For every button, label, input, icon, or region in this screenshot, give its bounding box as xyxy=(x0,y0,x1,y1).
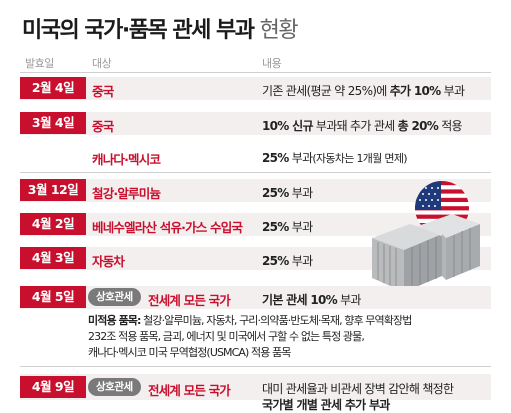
us-flag-containers-illustration xyxy=(372,181,480,292)
exempt-items-note-line: 캐나다·멕시코 미국 무역협정(USMCA) 적용 품목 xyxy=(88,346,291,359)
header-date: 발효일 xyxy=(25,57,54,70)
row-date: 4월 3일 xyxy=(20,247,86,269)
row-content: 10% 신규 부과돼 추가 관세 총 20% 적용 xyxy=(262,119,463,133)
row-date: 4월 9일 xyxy=(20,376,86,398)
row-divider xyxy=(20,366,491,367)
page-title: 미국의 국가·품목 관세 부과 현황 xyxy=(22,18,299,43)
row-target: 중국 xyxy=(92,119,114,134)
header-divider xyxy=(20,72,491,73)
row-date: 4월 2일 xyxy=(20,213,86,235)
row-target: 전세계 모든 국가 xyxy=(148,293,231,308)
row-target: 자동차 xyxy=(92,254,125,269)
row-target: 캐나다·멕시코 xyxy=(92,152,161,167)
row-target: 철강·알루미늄 xyxy=(92,186,161,201)
row-target: 베네수엘라산 석유·가스 수입국 xyxy=(92,220,243,235)
row-date: 2월 4일 xyxy=(20,77,86,99)
row-content: 25% 부과 xyxy=(262,254,313,268)
table-row xyxy=(20,112,491,135)
table-row xyxy=(20,179,491,202)
row-content: 25% 부과 xyxy=(262,220,313,234)
row-content: 25% 부과 xyxy=(262,186,313,200)
row-content: 기본 관세 10% 부과 xyxy=(262,293,361,307)
header-target: 대상 xyxy=(92,57,112,70)
shipping-container-icon xyxy=(372,214,480,292)
row-content: 대미 관세율과 비관세 장벽 감안해 책정한 xyxy=(262,382,454,396)
header-content: 내용 xyxy=(262,57,282,70)
table-row xyxy=(20,213,491,236)
row-target: 중국 xyxy=(92,84,114,99)
row-content: 기존 관세(평균 약 25%)에 추가 10% 부과 xyxy=(262,84,465,98)
row-date: 3월 4일 xyxy=(20,112,86,134)
exempt-items-note-line: 232조 적용 품목, 금괴, 에너지 및 미국에서 구할 수 없는 특정 광물… xyxy=(88,330,365,343)
row-date: 4월 5일 xyxy=(20,286,86,308)
row-divider xyxy=(20,172,491,173)
row-content: 25% 부과(자동차는 1개월 면제) xyxy=(262,151,408,165)
row-content-line: 국가별 개별 관세 추가 부과 xyxy=(262,398,390,412)
row-target: 전세계 모든 국가 xyxy=(148,383,231,398)
exempt-items-note: 미적용 품목: 철강·알루미늄, 자동차, 구리·의약품·반도체·목재, 향후 … xyxy=(88,314,412,327)
table-row xyxy=(20,77,491,100)
reciprocal-tariff-badge: 상호관세 xyxy=(88,378,141,396)
row-date: 3월 12일 xyxy=(20,179,86,201)
reciprocal-tariff-badge: 상호관세 xyxy=(88,288,141,306)
